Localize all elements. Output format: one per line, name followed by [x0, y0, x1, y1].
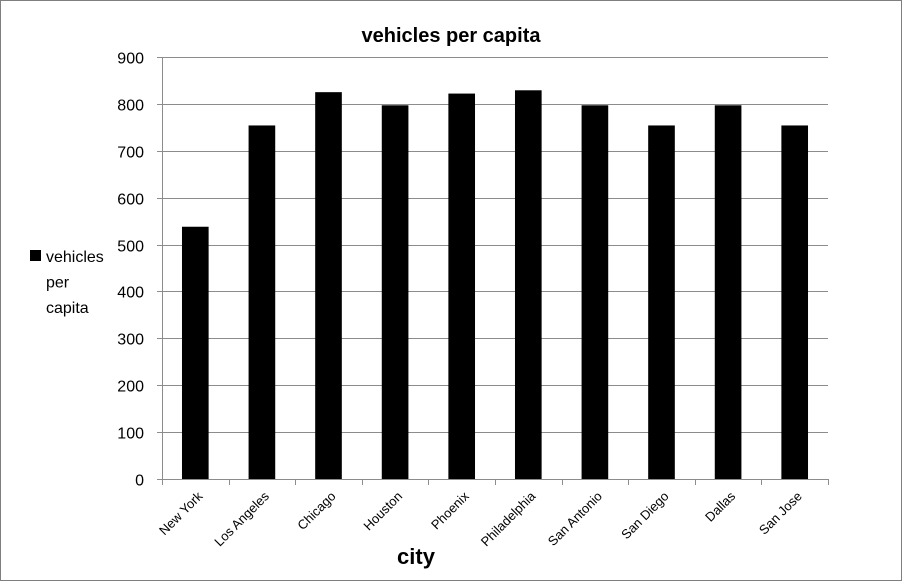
x-tick-label: San Jose [756, 489, 805, 538]
y-tick-label: 400 [117, 285, 144, 302]
x-tick-label: New York [156, 488, 206, 538]
x-tick-label: Philadelphia [478, 488, 539, 549]
bar-philadelphia [514, 90, 542, 480]
legend-swatch [30, 250, 41, 261]
y-tick-label: 800 [117, 98, 144, 115]
bar-san-diego [648, 125, 675, 480]
x-tick-label: Chicago [294, 489, 338, 533]
legend-label: vehicles per capita [46, 249, 104, 317]
y-tick-label: 700 [117, 145, 144, 162]
bar-phoenix [448, 93, 476, 479]
y-tick-label: 0 [135, 473, 144, 490]
bar-chicago [315, 92, 342, 480]
y-axis-ticks: 0 100 200 300 400 500 600 700 800 900 [117, 51, 162, 490]
bars [181, 90, 809, 480]
x-tick-label: Dallas [702, 488, 739, 525]
y-tick-label: 100 [117, 426, 144, 443]
y-tick-label: 600 [117, 192, 144, 209]
legend-label-line: capita [46, 300, 89, 317]
legend: vehicles per capita [30, 249, 104, 317]
bar-dallas [714, 105, 742, 479]
y-tick-label: 300 [117, 332, 144, 349]
x-tick-label: San Antonio [545, 489, 605, 549]
x-tick-label: Houston [360, 489, 405, 534]
legend-label-line: vehicles [46, 249, 104, 266]
legend-label-line: per [46, 275, 70, 292]
x-tick-label: Phoenix [428, 488, 472, 532]
x-axis-ticks: New York Los Angeles Chicago Houston Phoenix… [156, 479, 829, 549]
x-tick-label: Los Angeles [211, 488, 272, 549]
bar-houston [381, 105, 409, 479]
bar-los-angeles [248, 125, 276, 480]
y-tick-label: 200 [117, 379, 144, 396]
y-tick-label: 500 [117, 239, 144, 256]
x-axis-label: city [397, 544, 436, 569]
bar-new-york [181, 226, 209, 479]
bar-san-antonio [581, 105, 609, 479]
x-tick-label: San Diego [618, 489, 672, 543]
chart-title: vehicles per capita [362, 25, 542, 47]
bar-san-jose [781, 125, 809, 480]
y-tick-label: 900 [117, 51, 144, 68]
